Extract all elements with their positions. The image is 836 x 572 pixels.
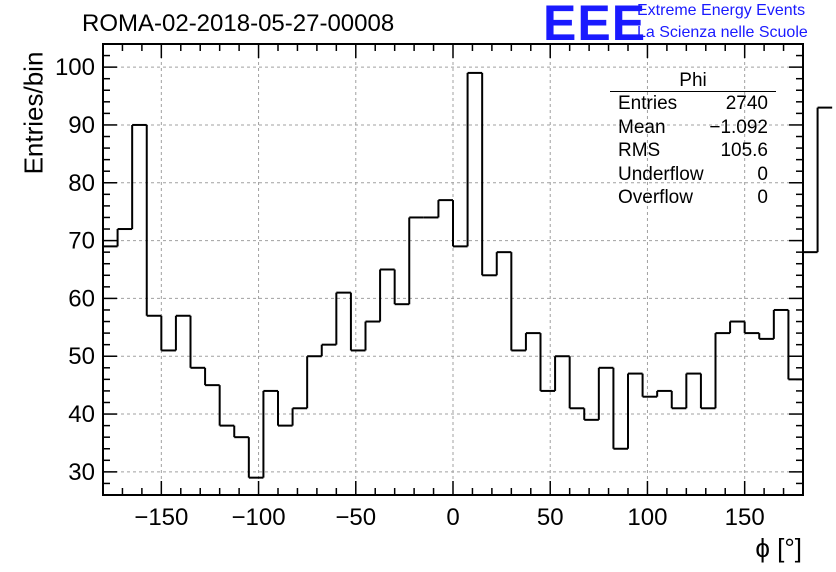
x-tick-label: −150 <box>134 504 188 531</box>
logo-subtitle-line2: La Scienza nelle Scuole <box>637 24 808 41</box>
stats-row-entries: Entries 2740 <box>610 92 776 116</box>
stats-value: 105.6 <box>720 140 768 161</box>
stats-value: 0 <box>757 163 768 185</box>
stats-label: Entries <box>618 93 678 114</box>
stats-row-mean: Mean −1.092 <box>610 116 776 140</box>
y-tick-label: 60 <box>68 285 95 312</box>
y-tick-label: 30 <box>68 459 95 486</box>
stats-row-rms: RMS 105.6 <box>610 139 776 163</box>
x-tick-label: −50 <box>335 504 376 531</box>
y-axis-label: Entries/bin <box>18 51 49 175</box>
stats-value: −1.092 <box>709 116 768 138</box>
stats-value: 0 <box>757 187 768 208</box>
stats-label: Overflow <box>618 187 693 208</box>
stats-box: Phi Entries 2740 Mean −1.092 RMS 105.6 U… <box>610 70 776 210</box>
stats-row-overflow: Overflow 0 <box>610 186 776 210</box>
y-tick-label: 50 <box>68 343 95 370</box>
x-tick-label: 50 <box>537 504 564 531</box>
stats-label: Mean <box>618 116 666 138</box>
stats-row-underflow: Underflow 0 <box>610 163 776 187</box>
eee-logo: EEE <box>543 0 647 51</box>
y-tick-label: 70 <box>68 228 95 255</box>
y-tick-label: 40 <box>68 401 95 428</box>
y-tick-label: 80 <box>68 170 95 197</box>
stats-label: Underflow <box>618 163 704 185</box>
stats-title: Phi <box>610 70 776 92</box>
x-tick-label: 0 <box>446 504 459 531</box>
logo-subtitle-line1: Extreme Energy Events <box>637 2 806 19</box>
x-tick-label: 100 <box>627 504 667 531</box>
y-tick-label: 90 <box>68 112 95 139</box>
x-tick-label: 150 <box>725 504 765 531</box>
x-axis-label: ϕ [°] <box>755 533 802 563</box>
stats-label: RMS <box>618 140 661 161</box>
stats-value: 2740 <box>725 93 768 114</box>
x-tick-label: −100 <box>232 504 286 531</box>
y-tick-label: 100 <box>55 54 95 81</box>
page-title: ROMA-02-2018-05-27-00008 <box>82 10 395 37</box>
